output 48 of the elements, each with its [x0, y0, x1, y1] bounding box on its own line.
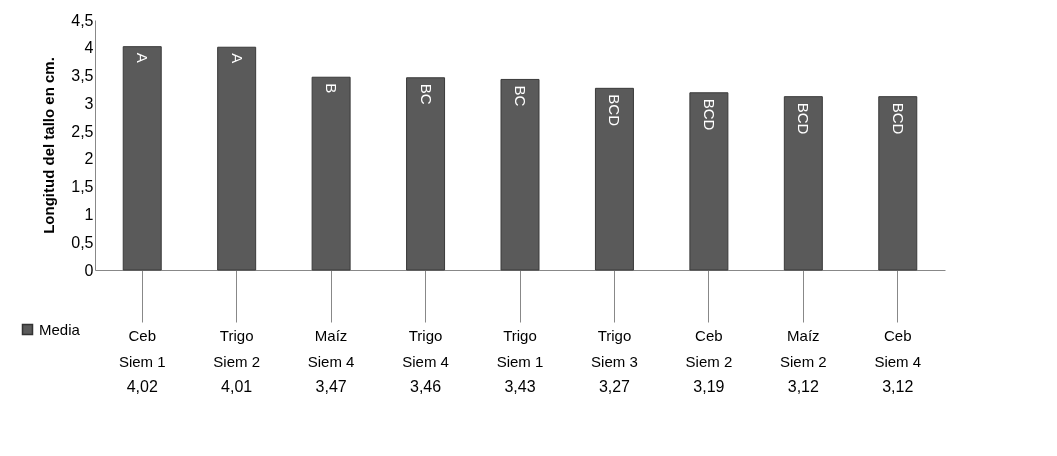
bar [783, 96, 823, 271]
y-tick-label: 2,5 [71, 122, 94, 140]
data-label: 3,12 [882, 378, 914, 395]
bar [689, 92, 729, 271]
annotation: BCD [889, 102, 907, 135]
y-tick-label: 4 [84, 39, 94, 57]
x-tick-label: Ceb Siem 1 [118, 326, 166, 370]
x-tick-label: Ceb Siem 2 [685, 326, 733, 370]
y-tick-label: 3 [84, 94, 94, 112]
data-label: 3,46 [409, 378, 442, 395]
annotation: BC [417, 83, 435, 105]
x-tick-label: Maíz Siem 2 [779, 326, 827, 370]
bar [594, 87, 634, 271]
y-tick-label: 0 [84, 261, 94, 279]
y-tick-label: 1,5 [71, 178, 94, 196]
bar [122, 46, 162, 271]
data-label: 4,02 [126, 378, 158, 395]
x-tick-label: Maíz Siem 4 [307, 326, 355, 370]
annotation: BCD [795, 102, 813, 135]
data-label: 4,01 [221, 378, 253, 395]
annotation: A [228, 53, 246, 64]
data-label: 3,27 [598, 378, 631, 395]
x-tick-label: Trigo Siem 2 [213, 326, 261, 370]
x-tick-label: Trigo Siem 4 [402, 326, 449, 370]
y-tick-label: 4,5 [71, 11, 94, 29]
bar [406, 77, 446, 271]
data-label: 3,19 [693, 378, 725, 395]
y-tick-label: 3,5 [71, 67, 94, 85]
y-tick-label: 1 [84, 205, 94, 223]
x-tick-label: Trigo Siem 1 [496, 326, 544, 370]
annotation: B [323, 83, 341, 94]
annotation: BCD [606, 94, 624, 127]
annotation: BCD [700, 98, 718, 131]
annotation: A [134, 52, 152, 63]
data-label: 3,12 [787, 378, 820, 395]
data-label: 3,47 [315, 378, 347, 395]
y-tick-label: 2 [84, 150, 94, 168]
x-tick-label: Trigo Siem 3 [591, 326, 638, 370]
legend-label: Media [39, 320, 81, 338]
bar [500, 78, 540, 271]
y-tick-label: 0,5 [71, 233, 94, 251]
x-tick-label: Ceb Siem 4 [874, 326, 922, 370]
data-label: 3,43 [504, 378, 536, 395]
y-axis-title: Longitud del tallo en cm. [40, 57, 58, 234]
bar [878, 96, 918, 271]
annotation: BC [512, 85, 529, 107]
bar [217, 46, 257, 271]
bar [311, 76, 351, 271]
